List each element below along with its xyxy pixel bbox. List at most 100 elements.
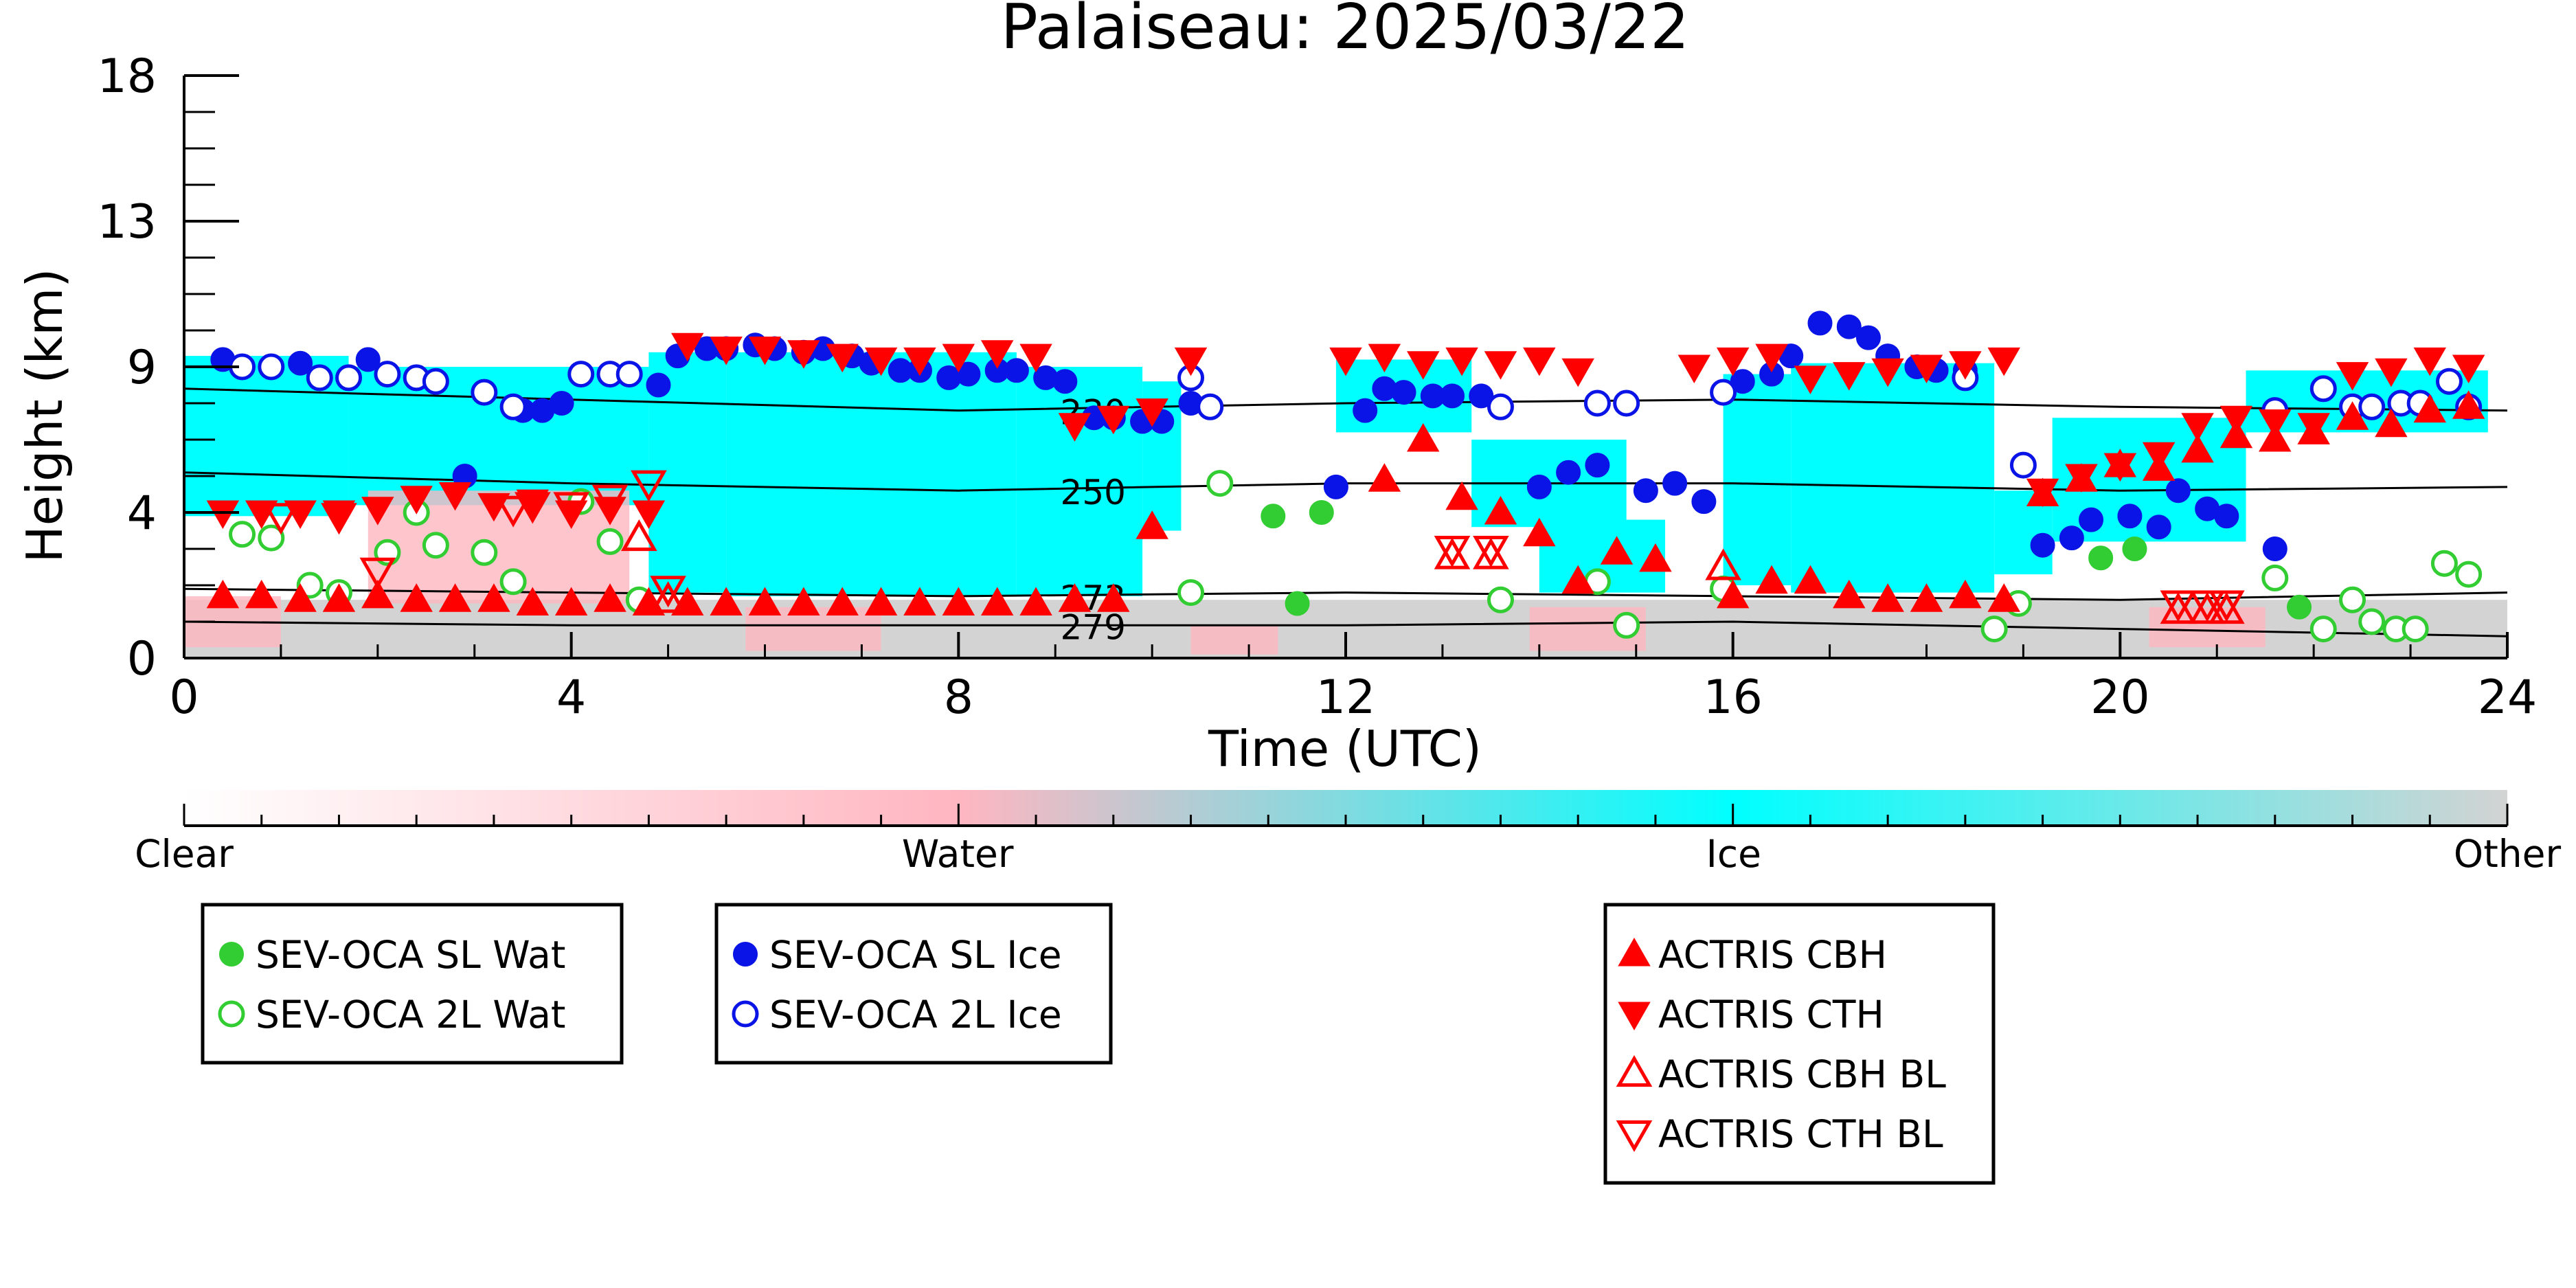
data-point xyxy=(2358,608,2386,635)
data-point xyxy=(621,519,657,552)
data-point xyxy=(361,579,394,609)
data-point xyxy=(2189,590,2226,622)
data-point xyxy=(864,587,898,615)
data-point xyxy=(1523,517,1556,547)
data-point xyxy=(438,583,472,612)
ice-region xyxy=(1723,374,1792,585)
data-point xyxy=(1677,354,1711,384)
data-point xyxy=(2336,401,2369,430)
series-sev-oca-sl-wat xyxy=(1261,500,2312,620)
data-point xyxy=(2413,394,2446,423)
data-point xyxy=(1836,314,1862,339)
data-point xyxy=(671,332,704,362)
colorbar: Clear Water Ice Other xyxy=(135,790,2561,876)
data-point xyxy=(258,353,285,381)
data-point xyxy=(710,337,743,365)
data-point xyxy=(1833,579,1866,609)
data-point xyxy=(1556,460,1581,485)
colorbar-label: Water xyxy=(902,832,1014,876)
legend-box: SEV-OCA SL Ice SEV-OCA 2L Ice xyxy=(714,903,1113,1065)
data-point xyxy=(1473,536,1509,568)
data-point xyxy=(1473,537,1509,569)
legend-label: SEV-OCA SL Ice xyxy=(769,933,1062,977)
data-point xyxy=(284,583,317,612)
legend-area: SEV-OCA SL Wat SEV-OCA 2L Wat SEV-OCA SL I… xyxy=(201,903,1996,1185)
data-points xyxy=(206,310,2485,643)
y-tick-label: 0 xyxy=(127,632,157,686)
data-point xyxy=(2214,504,2239,529)
data-point xyxy=(1910,583,1943,612)
data-point xyxy=(374,361,401,388)
data-point xyxy=(1807,310,1833,336)
data-point xyxy=(2430,550,2458,577)
data-point xyxy=(1616,1120,1653,1153)
data-point xyxy=(2026,478,2059,508)
data-point xyxy=(1407,351,1440,380)
data-point xyxy=(553,492,589,524)
data-point xyxy=(903,347,936,376)
data-point xyxy=(2375,358,2408,387)
data-point xyxy=(2435,368,2463,395)
data-point xyxy=(262,503,300,535)
data-point xyxy=(422,368,449,395)
data-point xyxy=(2059,526,2084,551)
data-point xyxy=(1487,586,1514,613)
data-point xyxy=(826,587,859,615)
y-tick-label: 18 xyxy=(97,49,157,104)
legend-label: ACTRIS CTH BL xyxy=(1658,1112,1943,1156)
x-tick-label: 24 xyxy=(2478,670,2538,725)
data-point xyxy=(903,587,936,615)
data-point xyxy=(1618,1002,1651,1031)
data-point xyxy=(1833,362,1866,391)
data-point xyxy=(2030,532,2055,558)
data-point xyxy=(549,391,574,416)
data-point xyxy=(1613,611,1640,639)
data-point xyxy=(1019,343,1052,373)
data-point xyxy=(826,343,859,373)
data-point xyxy=(1755,565,1788,594)
legend-label: SEV-OCA 2L Wat xyxy=(256,993,566,1037)
series-actris-cbh-bl xyxy=(621,519,2245,624)
data-point xyxy=(1434,537,1471,569)
data-point xyxy=(2146,515,2171,540)
colorbar-label: Clear xyxy=(135,832,234,876)
data-point xyxy=(258,524,285,552)
data-point xyxy=(322,500,356,530)
data-point xyxy=(1561,565,1594,594)
data-point xyxy=(1583,389,1611,417)
data-point xyxy=(400,486,433,515)
data-point xyxy=(2402,615,2429,643)
y-tick-label: 13 xyxy=(97,195,157,249)
data-point xyxy=(2208,592,2245,624)
data-point xyxy=(2452,390,2485,419)
data-point xyxy=(1526,474,1552,499)
data-point xyxy=(499,393,527,420)
data-point xyxy=(471,379,498,406)
legend-label: ACTRIS CTH xyxy=(1658,993,1884,1037)
data-point xyxy=(1445,481,1478,510)
data-point xyxy=(1368,463,1401,492)
data-point xyxy=(591,484,629,517)
contour-line xyxy=(184,620,2507,637)
data-point xyxy=(229,521,256,548)
data-point xyxy=(1019,587,1052,615)
data-point xyxy=(1613,389,1640,417)
data-point xyxy=(1561,358,1594,387)
ice-region xyxy=(1791,363,1995,593)
data-point xyxy=(1910,354,1943,384)
data-point xyxy=(710,587,743,615)
data-point xyxy=(1616,1054,1653,1087)
data-point xyxy=(2160,590,2197,622)
data-point xyxy=(1368,343,1401,373)
data-point xyxy=(615,361,643,388)
data-point xyxy=(787,587,820,615)
data-point xyxy=(218,1000,245,1028)
data-point xyxy=(1206,470,1234,497)
y-tick-label: 4 xyxy=(127,486,157,541)
data-point xyxy=(1716,347,1750,376)
colorbar-label: Ice xyxy=(1706,832,1761,876)
data-point xyxy=(2160,592,2197,624)
legend-frame xyxy=(714,903,1113,1065)
data-point xyxy=(748,337,782,365)
